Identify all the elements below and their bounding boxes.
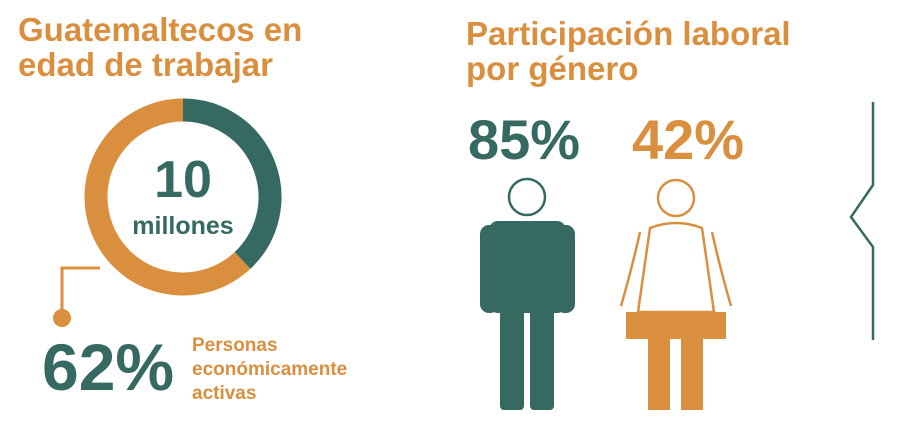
callout-line	[60, 266, 100, 316]
donut-center-number: 10	[154, 151, 212, 209]
callout-dot	[53, 309, 71, 327]
section-divider	[849, 102, 875, 340]
donut-slice-other	[182, 98, 282, 269]
men-participation-percent: 85%	[468, 108, 581, 171]
left-title: Guatemaltecos en edad de trabajar	[18, 11, 303, 83]
active-population-description: Personas económicamente activas	[192, 335, 348, 404]
women-participation-percent: 42%	[632, 108, 745, 171]
male-figure-icon	[480, 177, 575, 410]
donut-chart	[84, 98, 282, 296]
active-population-percent: 62%	[42, 330, 175, 404]
female-figure-icon	[619, 178, 733, 410]
donut-slice-active	[84, 98, 251, 296]
right-title: Participación laboral por género	[466, 15, 791, 87]
donut-center-unit: millones	[132, 212, 234, 240]
